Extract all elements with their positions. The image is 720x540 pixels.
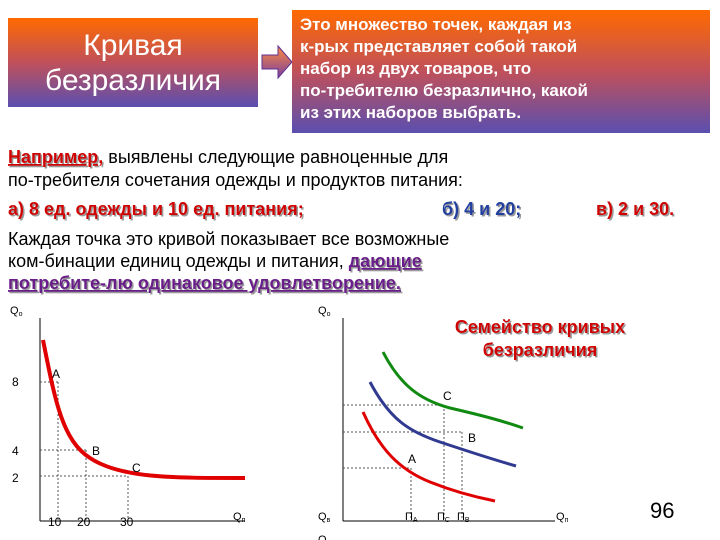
title-box: [8, 18, 258, 107]
arrow: [261, 44, 293, 80]
y-tick-label: 2: [12, 471, 19, 485]
indifference-curve: [41, 339, 246, 480]
body-line: по-требителя сочетания одежды и продукто…: [8, 170, 463, 190]
x-tick-label: 30: [120, 515, 134, 529]
family-title: Семейство кривых: [455, 317, 625, 337]
definition-line: набор из двух товаров, что: [300, 59, 531, 78]
label-main: Q: [556, 511, 565, 523]
x-tick-label: 20: [77, 515, 91, 529]
label-sub: в: [327, 517, 331, 524]
label-sub: о: [19, 311, 23, 318]
body-text: выявлены следующие равноценные для: [103, 147, 448, 167]
label-sub: С: [445, 517, 450, 524]
point-label: B: [92, 444, 100, 458]
curve-high: [381, 351, 524, 430]
title-line: безразличия: [45, 64, 221, 97]
x-tick-label: ПВ: [457, 511, 470, 524]
emphasis: потребите-лю одинаковое удовлетворение.: [8, 273, 401, 293]
point-label: B: [468, 431, 476, 445]
left-chart: Qо Qп 8 4 2 10 20 30 A B C: [10, 305, 246, 529]
curve-mid: [368, 381, 517, 468]
body-line: ком-бинации единиц одежды и питания, даю…: [8, 251, 422, 271]
curve-low: [361, 411, 496, 503]
y-axis-label: Qо: [10, 305, 23, 318]
x-axis-label: Qп: [556, 511, 569, 524]
label-sub: В: [465, 517, 470, 524]
x-tick-label: ПС: [437, 511, 450, 524]
right-chart: Семейство кривых безразличия Qо Qв Q Qп …: [318, 305, 625, 540]
page-number: 96: [650, 498, 674, 523]
label-main: П: [437, 511, 445, 523]
definition-box: [292, 10, 710, 133]
label-sub: А: [413, 517, 418, 524]
option-a: а) 8 ед. одежды и 10 ед. питания;: [8, 199, 304, 219]
definition-line: к-рых представляет собой такой: [300, 37, 577, 56]
definition-line: Это множество точек, каждая из: [300, 15, 572, 34]
label-main: Q: [318, 305, 327, 317]
y-tick-label: 4: [12, 444, 19, 458]
bottom-cut-label: Q: [318, 534, 327, 540]
example-lead: Например,: [8, 147, 103, 167]
label-main: Q: [318, 511, 327, 523]
label-sub: о: [327, 311, 331, 318]
body-text: ком-бинации единиц одежды и питания,: [8, 251, 349, 271]
x-axis-label: Qп: [233, 511, 246, 524]
label-main: Q: [233, 511, 242, 523]
label-sub: п: [242, 517, 246, 524]
label-main: П: [457, 511, 465, 523]
point-label: C: [443, 389, 452, 403]
definition-line: из этих наборов выбрать.: [300, 103, 521, 122]
point-label: A: [408, 452, 416, 466]
body-line: Каждая точка это кривой показывает все в…: [8, 229, 449, 249]
option-b: б) 4 и 20;: [442, 199, 521, 219]
y-axis-label: Qо: [318, 305, 331, 318]
bottom-label: Qв: [318, 511, 331, 524]
point-label: C: [132, 461, 141, 475]
definition-line: по-требителю безразлично, какой: [300, 81, 588, 100]
family-title: безразличия: [483, 340, 598, 360]
body-line: Например, выявлены следующие равноценные…: [8, 147, 448, 167]
label-main: П: [405, 511, 413, 523]
label-sub: п: [565, 517, 569, 524]
title-line: Кривая: [83, 29, 182, 62]
label-main: Q: [10, 305, 19, 317]
x-tick-label: 10: [48, 515, 62, 529]
y-tick-label: 8: [12, 375, 19, 389]
x-tick-label: ПА: [405, 511, 418, 524]
emphasis: дающие: [349, 251, 422, 271]
point-label: A: [52, 367, 60, 381]
option-c: в) 2 и 30.: [596, 199, 674, 219]
